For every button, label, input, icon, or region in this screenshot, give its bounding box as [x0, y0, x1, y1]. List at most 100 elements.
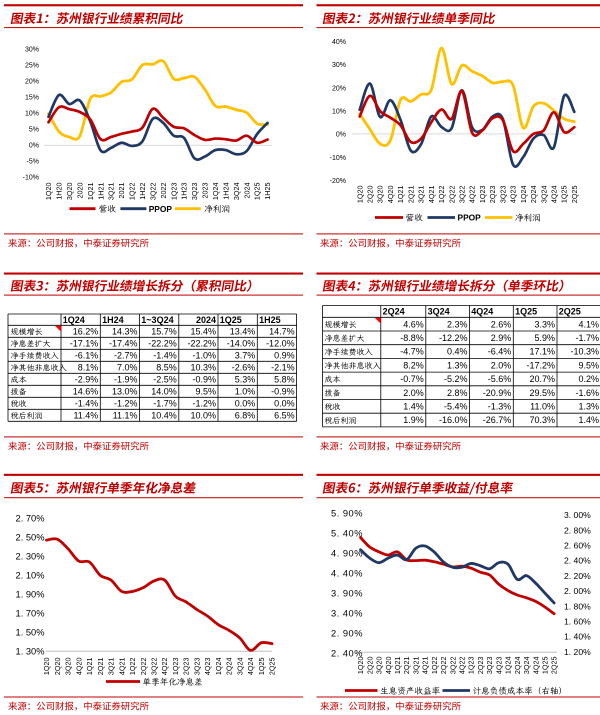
svg-text:2Q23: 2Q23: [476, 657, 485, 675]
svg-text:4Q24: 4Q24: [471, 307, 493, 317]
svg-text:-1.7%: -1.7%: [153, 398, 177, 408]
svg-text:-5.6%: -5.6%: [488, 374, 512, 384]
svg-text:1~3Q24: 1~3Q24: [141, 315, 173, 325]
svg-text:-16.0%: -16.0%: [439, 415, 468, 425]
svg-text:7.0%: 7.0%: [117, 362, 138, 372]
svg-text:-4.7%: -4.7%: [400, 347, 424, 357]
svg-text:2Q24: 2Q24: [529, 186, 538, 204]
svg-text:3. 90%: 3. 90%: [331, 588, 363, 598]
svg-text:4. 90%: 4. 90%: [331, 548, 363, 558]
svg-text:1Q24: 1Q24: [63, 315, 85, 325]
svg-text:14.0%: 14.0%: [151, 386, 177, 396]
svg-text:2. 30%: 2. 30%: [16, 552, 45, 562]
svg-text:2Q22: 2Q22: [139, 658, 148, 676]
svg-text:-12.0%: -12.0%: [266, 338, 295, 348]
svg-text:-17.4%: -17.4%: [109, 338, 138, 348]
svg-text:2Q24: 2Q24: [225, 658, 234, 676]
svg-text:2Q25: 2Q25: [268, 658, 277, 676]
svg-text:1Q20: 1Q20: [355, 186, 364, 204]
svg-text:-1.4%: -1.4%: [153, 350, 177, 360]
svg-text:13.4%: 13.4%: [230, 326, 256, 336]
svg-text:2Q25: 2Q25: [559, 307, 581, 317]
svg-text:1Q23: 1Q23: [467, 657, 476, 675]
svg-text:2Q24: 2Q24: [513, 657, 522, 675]
svg-text:30%: 30%: [332, 62, 346, 69]
svg-text:4Q23: 4Q23: [509, 186, 518, 204]
svg-text:-6.1%: -6.1%: [75, 350, 99, 360]
svg-text:1. 80%: 1. 80%: [564, 601, 591, 611]
svg-text:2. 60%: 2. 60%: [564, 541, 591, 551]
svg-text:4.6%: 4.6%: [403, 319, 424, 329]
svg-text:4Q20: 4Q20: [384, 657, 393, 675]
svg-text:14.7%: 14.7%: [269, 326, 295, 336]
svg-text:1H24: 1H24: [102, 315, 124, 325]
svg-text:3Q22: 3Q22: [150, 658, 159, 676]
svg-text:-6.4%: -6.4%: [488, 347, 512, 357]
svg-text:1. 90%: 1. 90%: [16, 590, 45, 600]
svg-text:20%: 20%: [332, 85, 346, 92]
svg-text:2Q21: 2Q21: [402, 657, 411, 675]
svg-text:2024: 2024: [242, 183, 251, 199]
svg-text:-5.2%: -5.2%: [444, 374, 468, 384]
svg-text:2.6%: 2.6%: [491, 319, 512, 329]
svg-text:2. 00%: 2. 00%: [564, 586, 591, 596]
svg-text:-2.9%: -2.9%: [75, 374, 99, 384]
svg-text:9.5%: 9.5%: [578, 360, 599, 370]
svg-text:2Q22: 2Q22: [439, 657, 448, 675]
svg-text:-12.2%: -12.2%: [439, 333, 468, 343]
svg-text:1H21: 1H21: [96, 183, 105, 200]
svg-text:3Q21: 3Q21: [107, 183, 116, 201]
svg-text:15%: 15%: [25, 95, 39, 102]
svg-text:-17.2%: -17.2%: [526, 360, 555, 370]
svg-text:2Q20: 2Q20: [53, 658, 62, 676]
svg-text:3Q24: 3Q24: [235, 658, 244, 676]
svg-text:5%: 5%: [29, 127, 39, 134]
svg-text:1.3%: 1.3%: [447, 360, 468, 370]
svg-text:-0.7%: -0.7%: [400, 374, 424, 384]
svg-text:2.0%: 2.0%: [403, 388, 424, 398]
svg-text:1. 40%: 1. 40%: [564, 632, 591, 642]
svg-text:3Q23: 3Q23: [192, 658, 201, 676]
svg-text:5. 40%: 5. 40%: [331, 528, 363, 538]
svg-text:3Q23: 3Q23: [498, 186, 507, 204]
svg-text:4.1%: 4.1%: [578, 319, 599, 329]
svg-text:10.0%: 10.0%: [190, 410, 216, 420]
svg-text:9.5%: 9.5%: [195, 386, 216, 396]
svg-text:3. 00%: 3. 00%: [564, 510, 591, 520]
svg-text:2020: 2020: [75, 183, 84, 199]
svg-text:1Q22: 1Q22: [437, 186, 446, 204]
svg-text:3Q24: 3Q24: [232, 183, 241, 201]
svg-text:3Q20: 3Q20: [64, 658, 73, 676]
svg-text:1Q20: 1Q20: [356, 657, 365, 675]
svg-text:3Q21: 3Q21: [107, 658, 116, 676]
svg-text:2Q22: 2Q22: [447, 186, 456, 204]
svg-text:2Q21: 2Q21: [96, 658, 105, 676]
svg-text:10.3%: 10.3%: [190, 362, 216, 372]
svg-text:1Q23: 1Q23: [171, 658, 180, 676]
svg-text:3Q22: 3Q22: [448, 657, 457, 675]
svg-text:5.8%: 5.8%: [274, 374, 295, 384]
svg-text:-20%: -20%: [330, 178, 346, 185]
svg-text:1. 30%: 1. 30%: [16, 647, 45, 657]
svg-text:4Q22: 4Q22: [160, 658, 169, 676]
svg-text:40%: 40%: [332, 39, 346, 46]
svg-text:-5%: -5%: [27, 159, 39, 166]
svg-text:2.9%: 2.9%: [491, 333, 512, 343]
svg-text:-1.2%: -1.2%: [192, 398, 216, 408]
svg-text:-10.3%: -10.3%: [570, 347, 599, 357]
svg-text:1H23: 1H23: [180, 183, 189, 200]
svg-text:4Q23: 4Q23: [203, 658, 212, 676]
svg-text:11.4%: 11.4%: [73, 410, 98, 420]
svg-text:-1.0%: -1.0%: [192, 350, 216, 360]
svg-text:-0.9%: -0.9%: [192, 374, 216, 384]
svg-text:1Q25: 1Q25: [515, 307, 537, 317]
svg-text:3Q20: 3Q20: [65, 183, 74, 201]
svg-text:1H25: 1H25: [263, 183, 272, 200]
svg-text:1Q24: 1Q24: [504, 657, 513, 675]
svg-text:2Q23: 2Q23: [182, 658, 191, 676]
svg-text:1Q25: 1Q25: [220, 315, 242, 325]
svg-text:-5.4%: -5.4%: [444, 401, 468, 411]
svg-text:8.2%: 8.2%: [403, 360, 424, 370]
svg-text:-2.7%: -2.7%: [114, 350, 138, 360]
svg-text:1Q22: 1Q22: [128, 183, 137, 201]
